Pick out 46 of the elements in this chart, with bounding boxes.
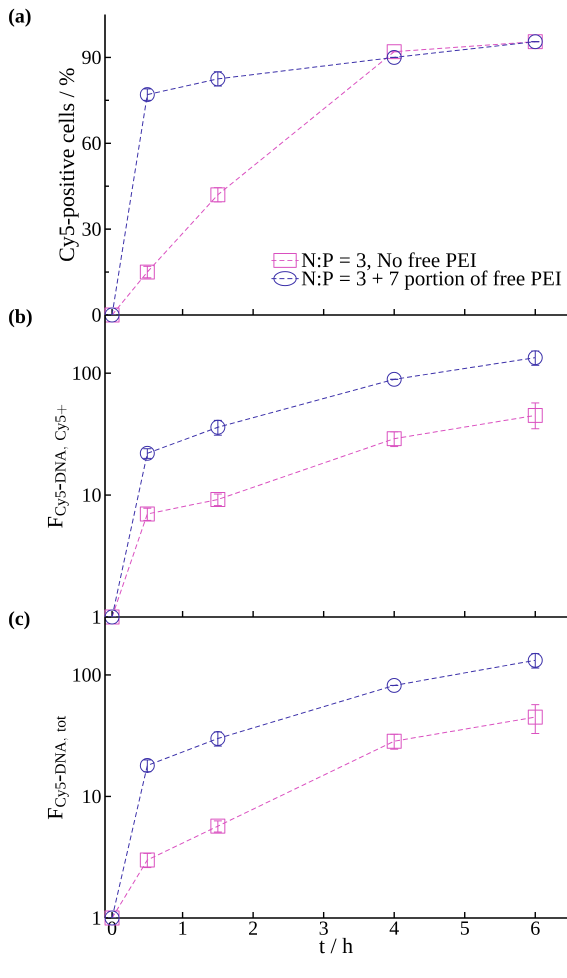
point xyxy=(140,446,155,461)
y-tick-label: 90 xyxy=(82,50,101,64)
point xyxy=(386,50,402,65)
x-tick-label: 1 xyxy=(179,922,186,935)
point xyxy=(386,678,402,693)
point xyxy=(140,264,155,280)
point xyxy=(210,731,226,746)
point xyxy=(210,818,226,834)
legend-label: N:P = 3, No free PEI xyxy=(302,252,476,270)
x-tick-label: 4 xyxy=(390,922,399,935)
y-axis-title: $\mathrm{F}_{\mathrm{Cy5\mbox{-}DNA,\ Cy5{+}}}$ xyxy=(48,404,69,528)
point xyxy=(386,431,402,446)
y-tick-label: 30 xyxy=(82,222,101,236)
point xyxy=(140,852,155,868)
point xyxy=(210,420,226,435)
x-tick-label: 3 xyxy=(320,922,328,935)
point xyxy=(386,372,402,387)
point xyxy=(210,492,226,507)
point xyxy=(386,734,402,749)
chart-title: (c) xyxy=(9,611,30,630)
point xyxy=(528,652,543,668)
point xyxy=(210,71,226,86)
y-tick-label: 60 xyxy=(82,136,101,150)
y-axis-title: Cy5-positive cells / % xyxy=(58,68,79,261)
y-tick-label: 1 xyxy=(93,911,100,925)
legend-label: N:P = 3 + 7 portion of free PEI xyxy=(302,270,562,290)
point xyxy=(210,187,226,202)
y-tick-label: 10 xyxy=(83,790,101,804)
chart-title: (a) xyxy=(9,8,31,27)
y-tick-label: 1 xyxy=(93,610,100,624)
x-axis-title: t / h xyxy=(319,938,353,954)
y-axis-title: $\mathrm{F}_{\mathrm{Cy5\mbox{-}DNA,\ tot}}$ xyxy=(48,716,69,820)
chart-title: (b) xyxy=(9,309,32,328)
point xyxy=(528,710,543,725)
y-tick-label: 100 xyxy=(73,668,101,682)
x-tick-label: 6 xyxy=(531,922,540,935)
point xyxy=(140,758,155,773)
x-tick-label: 5 xyxy=(460,922,469,935)
point xyxy=(140,506,155,522)
point xyxy=(528,408,543,423)
point xyxy=(528,350,543,366)
y-tick-label: 100 xyxy=(73,366,101,380)
x-tick-label: 2 xyxy=(249,922,257,935)
y-tick-label: 10 xyxy=(83,488,101,502)
y-tick-label: 0 xyxy=(92,308,101,322)
point xyxy=(140,87,155,102)
